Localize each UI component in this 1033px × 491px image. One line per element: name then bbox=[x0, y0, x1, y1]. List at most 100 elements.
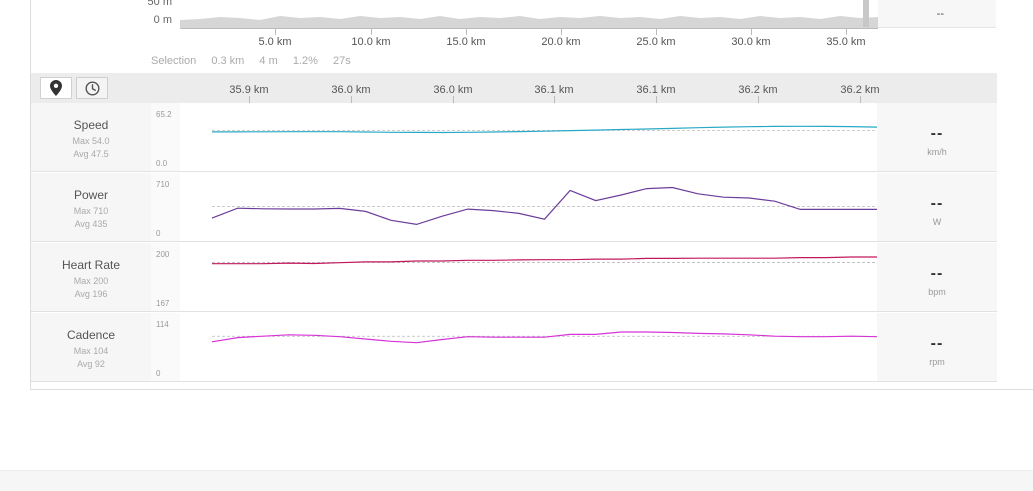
elevation-axis-top-label: 50 m bbox=[147, 0, 172, 8]
cadence-series-line bbox=[211, 331, 877, 344]
metric-label-panel: Power Max 710 Avg 435 bbox=[31, 173, 151, 241]
metric-value-panel: -- km/h bbox=[877, 103, 997, 171]
metric-avg: Avg 196 bbox=[74, 289, 108, 299]
elevation-km-tick bbox=[275, 29, 276, 35]
zoom-km-label: 36.0 km bbox=[433, 84, 473, 96]
metric-row-cadence: Cadence Max 104 Avg 92 114 0 -- rpm bbox=[31, 313, 997, 382]
metric-max: Max 104 bbox=[73, 346, 109, 356]
metric-max: Max 710 bbox=[73, 206, 109, 216]
metric-unit: km/h bbox=[927, 147, 947, 157]
metric-label-panel: Cadence Max 104 Avg 92 bbox=[31, 313, 151, 381]
zoom-km-tick bbox=[656, 96, 657, 103]
metric-current-value: -- bbox=[930, 265, 944, 282]
selection-elevation: 4 m bbox=[259, 55, 278, 67]
metric-axis-min: 0.0 bbox=[156, 159, 168, 168]
heart_rate-series-line bbox=[212, 256, 877, 265]
elevation-km-label: 25.0 km bbox=[636, 36, 676, 48]
elevation-km-label: 5.0 km bbox=[258, 36, 292, 48]
elevation-km-tick bbox=[466, 29, 467, 35]
metric-name: Power bbox=[73, 188, 108, 202]
zoom-km-label: 36.1 km bbox=[534, 84, 574, 96]
elevation-profile-area bbox=[180, 16, 878, 28]
elevation-side-value: -- bbox=[936, 8, 944, 20]
metric-current-value: -- bbox=[930, 125, 944, 142]
zoom-km-tick bbox=[249, 96, 250, 103]
heart_rate-chart[interactable] bbox=[180, 243, 877, 311]
metric-axis-max: 710 bbox=[156, 180, 170, 189]
metric-current-value: -- bbox=[930, 195, 944, 212]
metric-name: Cadence bbox=[66, 328, 116, 342]
elevation-km-label: 20.0 km bbox=[541, 36, 581, 48]
metric-axis-min: 0 bbox=[156, 369, 161, 378]
selection-end-handle[interactable] bbox=[863, 0, 869, 27]
metric-axis-gutter bbox=[151, 173, 180, 241]
zoom-km-label: 36.2 km bbox=[738, 84, 778, 96]
zoom-km-label: 35.9 km bbox=[229, 84, 269, 96]
elevation-km-label: 15.0 km bbox=[446, 36, 486, 48]
zoom-km-label: 36.1 km bbox=[636, 84, 676, 96]
speed-chart[interactable] bbox=[180, 103, 877, 171]
elevation-km-label: 10.0 km bbox=[351, 36, 391, 48]
zoom-km-label: 36.0 km bbox=[331, 84, 371, 96]
page-footer bbox=[0, 470, 1033, 491]
metric-value-panel: -- rpm bbox=[877, 313, 997, 381]
zoom-km-tick bbox=[860, 96, 861, 103]
zoom-km-tick bbox=[351, 96, 352, 103]
metric-max: Max 200 bbox=[73, 276, 109, 286]
metric-label-panel: Speed Max 54.0 Avg 47.5 bbox=[31, 103, 151, 171]
zoom-km-tick bbox=[758, 96, 759, 103]
zoom-km-label: 36.2 km bbox=[840, 84, 880, 96]
elevation-km-tick bbox=[751, 29, 752, 35]
analysis-panel bbox=[30, 0, 1033, 390]
clock-icon bbox=[84, 80, 100, 96]
metric-label-panel: Heart Rate Max 200 Avg 196 bbox=[31, 243, 151, 311]
metric-value-panel: -- W bbox=[877, 173, 997, 241]
elevation-km-tick bbox=[656, 29, 657, 35]
metric-axis-max: 114 bbox=[156, 320, 169, 329]
power-series-line bbox=[211, 186, 877, 226]
elevation-axis-zero-label: 0 m bbox=[153, 14, 172, 26]
elevation-km-label: 30.0 km bbox=[731, 36, 771, 48]
zoom-km-tick bbox=[453, 96, 454, 103]
metric-axis-gutter bbox=[151, 103, 180, 171]
metric-value-panel: -- bpm bbox=[877, 243, 997, 311]
selection-time: 27s bbox=[332, 55, 351, 67]
elevation-km-tick bbox=[846, 29, 847, 35]
metric-max: Max 54.0 bbox=[72, 136, 110, 146]
metric-row-power: Power Max 710 Avg 435 710 0 -- W bbox=[31, 173, 997, 242]
metric-current-value: -- bbox=[930, 335, 944, 352]
elevation-km-label: 35.0 km bbox=[826, 36, 866, 48]
metric-unit: bpm bbox=[928, 287, 946, 297]
metric-axis-gutter bbox=[151, 313, 180, 381]
elevation-side-panel: -- bbox=[878, 0, 996, 28]
metric-axis-max: 65.2 bbox=[156, 110, 172, 119]
map-pin-icon bbox=[50, 80, 62, 96]
metric-axis-min: 0 bbox=[156, 229, 161, 238]
elevation-profile-chart[interactable] bbox=[180, 0, 878, 30]
cadence-chart[interactable] bbox=[180, 313, 877, 381]
elevation-km-tick bbox=[371, 29, 372, 35]
metric-avg: Avg 435 bbox=[74, 219, 108, 229]
metric-name: Heart Rate bbox=[61, 258, 121, 272]
map-view-button[interactable] bbox=[40, 77, 72, 99]
speed-series-line bbox=[212, 125, 877, 134]
selection-label: Selection bbox=[151, 55, 197, 67]
time-view-button[interactable] bbox=[76, 77, 108, 99]
metric-axis-min: 167 bbox=[156, 299, 170, 308]
metric-avg: Avg 92 bbox=[77, 359, 105, 369]
selection-distance: 0.3 km bbox=[211, 55, 245, 67]
zoom-axis-row: 35.9 km 36.0 km 36.0 km 36.1 km 36.1 km 36.2 … bbox=[31, 73, 997, 103]
metric-name: Speed bbox=[73, 118, 109, 132]
metric-axis-max: 200 bbox=[156, 250, 170, 259]
selection-summary: Selection 0.3 km 4 m 1.2% 27s bbox=[151, 55, 363, 67]
metric-row-heart_rate: Heart Rate Max 200 Avg 196 200 167 -- bpm bbox=[31, 243, 997, 312]
power-chart[interactable] bbox=[180, 173, 877, 241]
metric-avg: Avg 47.5 bbox=[73, 149, 109, 159]
metric-unit: rpm bbox=[929, 357, 945, 367]
elevation-x-axis bbox=[180, 28, 878, 29]
selection-grade: 1.2% bbox=[292, 55, 318, 67]
zoom-km-tick bbox=[554, 96, 555, 103]
elevation-km-tick bbox=[561, 29, 562, 35]
metric-row-speed: Speed Max 54.0 Avg 47.5 65.2 0.0 -- km/h bbox=[31, 103, 997, 172]
metric-axis-gutter bbox=[151, 243, 180, 311]
